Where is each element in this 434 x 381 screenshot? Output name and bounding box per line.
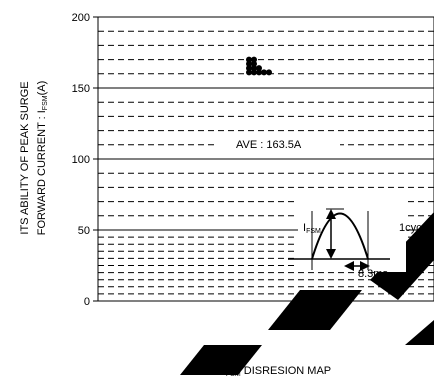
x-axis-title-suffix: DISRESION MAP <box>241 365 331 377</box>
data-point <box>246 65 252 72</box>
data-point <box>246 69 252 76</box>
data-point <box>256 69 262 76</box>
y-axis-title-prefix: FORWARD CURRENT : I <box>36 110 48 235</box>
y-tick-label: 150 <box>72 83 90 95</box>
period-label: 8.3ms <box>358 268 388 280</box>
data-point <box>251 69 257 76</box>
peak-arrow-up-head <box>326 209 336 219</box>
peak-current-label: IFSM <box>303 222 321 235</box>
data-point <box>261 69 267 76</box>
data-point <box>246 60 252 67</box>
peak-current-label-prefix: I <box>303 222 306 234</box>
data-point <box>251 56 257 63</box>
x-axis-title-subscript: FSM <box>226 371 241 378</box>
data-points <box>246 56 272 76</box>
y-tick-label: 0 <box>84 296 90 308</box>
watermark-stroke <box>268 290 362 330</box>
waveform-inset: IFSM 1cyc 8.3ms <box>288 196 422 280</box>
average-label: AVE : 163.5A <box>236 139 302 151</box>
y-axis-title-line1: ITS ABILITY OF PEAK SURGE <box>19 81 31 234</box>
data-point <box>251 65 257 72</box>
x-axis-title-prefix: I <box>223 365 226 377</box>
y-tick-label: 50 <box>78 225 90 237</box>
data-point <box>246 56 252 63</box>
data-point <box>251 60 257 67</box>
period-arrow-right-head <box>360 261 370 271</box>
period-arrow-left-head <box>344 261 354 271</box>
data-point <box>266 69 272 76</box>
peak-arrow-down-head <box>326 249 336 259</box>
y-axis-title-suffix: (A) <box>36 81 48 96</box>
y-tick-label: 200 <box>72 12 90 24</box>
y-axis-ticks: 0 50 100 150 200 <box>72 12 98 308</box>
y-axis-title-line2: FORWARD CURRENT : IFSM(A) <box>36 81 49 236</box>
watermark <box>180 212 434 375</box>
half-sine-wave <box>311 212 369 260</box>
data-point <box>256 65 262 72</box>
y-axis-title-subscript: FSM <box>42 95 49 110</box>
average-label-box <box>216 134 340 154</box>
peak-current-label-subscript: FSM <box>306 228 321 235</box>
y-tick-label: 100 <box>72 154 90 166</box>
watermark-stroke <box>180 345 262 375</box>
cycle-label: 1cyc <box>399 222 422 234</box>
watermark-stroke <box>405 320 434 345</box>
x-axis-title: IFSM DISRESION MAP <box>223 365 331 378</box>
